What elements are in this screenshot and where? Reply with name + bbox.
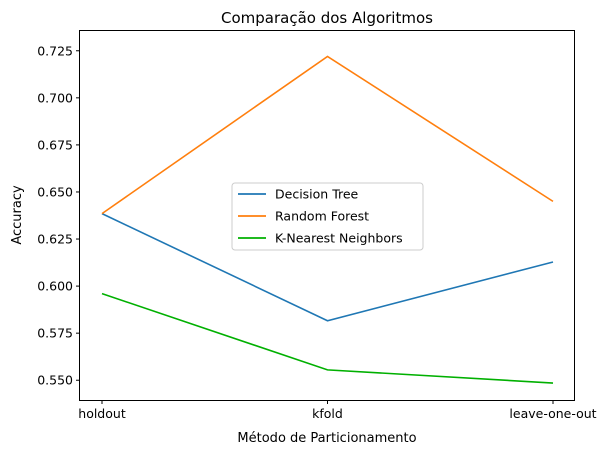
y-tick-label: 0.625 (37, 232, 73, 247)
y-tick-label: 0.650 (37, 184, 73, 199)
series-line-decision-tree (101, 212, 554, 322)
y-axis: 0.550 0.575 0.600 0.625 0.650 0.675 0.700 0.725 (37, 43, 80, 388)
x-tick-label: kfold (312, 406, 343, 421)
x-tick-label: leave-one-out (509, 406, 596, 421)
x-axis-label: Método de Particionamento (237, 431, 416, 446)
legend-label-k-nearest-neighbors: K-Nearest Neighbors (275, 231, 403, 246)
plot-area (101, 55, 554, 384)
y-tick-label: 0.600 (37, 279, 73, 294)
x-tick-label: holdout (78, 406, 126, 421)
y-tick-label: 0.550 (37, 373, 73, 388)
legend-box (231, 182, 424, 251)
legend: Decision Tree Random Forest K-Nearest Neig… (231, 182, 424, 251)
series-line-k-nearest-neighbors (101, 292, 554, 384)
legend-label-decision-tree: Decision Tree (275, 187, 359, 202)
y-tick-label: 0.725 (37, 43, 73, 58)
x-axis: holdout kfold leave-one-out (78, 400, 597, 421)
y-tick-label: 0.575 (37, 326, 73, 341)
chart-title: Comparação dos Algoritmos (221, 9, 433, 27)
legend-label-random-forest: Random Forest (275, 209, 369, 224)
series-line-random-forest (101, 55, 554, 215)
y-tick-label: 0.700 (37, 90, 73, 105)
y-tick-label: 0.675 (37, 137, 73, 152)
y-axis-label: Accuracy (10, 185, 25, 245)
